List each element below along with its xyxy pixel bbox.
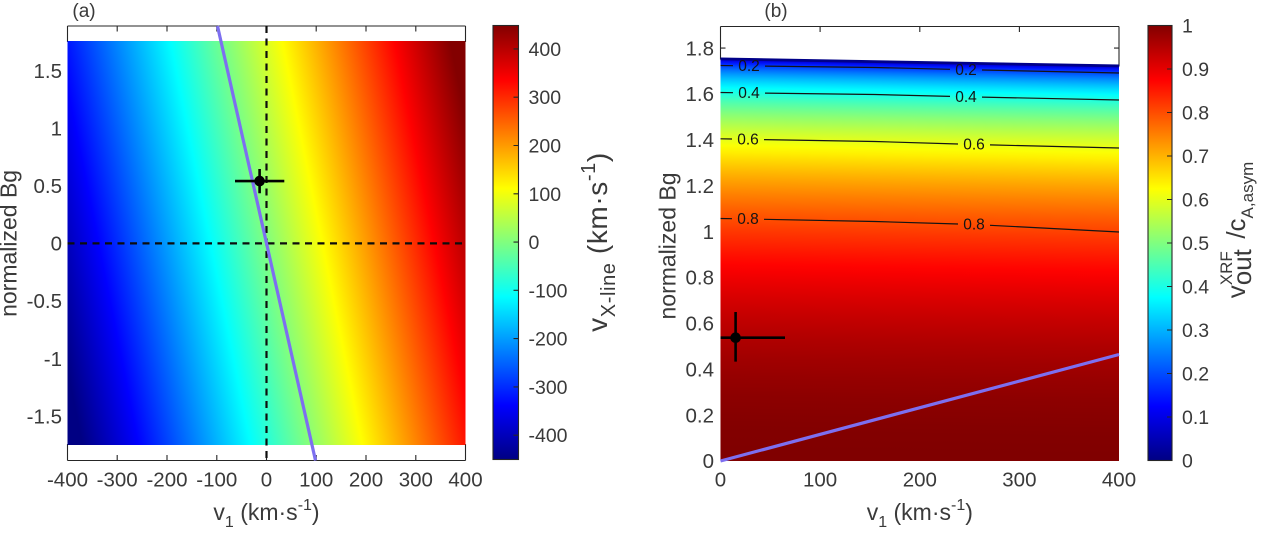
svg-text:-200: -200 xyxy=(146,469,187,492)
svg-text:(b): (b) xyxy=(764,1,787,22)
svg-text:1.6: 1.6 xyxy=(686,83,715,106)
svg-text:200: 200 xyxy=(903,469,937,492)
svg-text:-1: -1 xyxy=(44,348,62,371)
svg-text:(a): (a) xyxy=(72,1,95,22)
svg-text:0.2: 0.2 xyxy=(738,58,760,75)
svg-text:400: 400 xyxy=(1102,469,1136,492)
svg-text:0.4: 0.4 xyxy=(686,358,715,381)
svg-text:0: 0 xyxy=(261,469,272,492)
svg-text:0.6: 0.6 xyxy=(963,137,985,154)
svg-text:0.8: 0.8 xyxy=(1182,103,1209,125)
svg-text:0: 0 xyxy=(715,469,726,492)
svg-text:-400: -400 xyxy=(529,425,568,447)
svg-text:1: 1 xyxy=(703,221,714,244)
svg-text:0.8: 0.8 xyxy=(686,267,715,290)
svg-text:0.8: 0.8 xyxy=(737,211,759,228)
svg-text:-0.5: -0.5 xyxy=(27,290,62,313)
svg-text:200: 200 xyxy=(529,136,562,158)
svg-text:-100: -100 xyxy=(196,469,237,492)
svg-text:1: 1 xyxy=(51,117,62,140)
svg-text:0.2: 0.2 xyxy=(686,404,715,427)
svg-text:0.4: 0.4 xyxy=(955,89,977,106)
svg-text:0.6: 0.6 xyxy=(686,313,715,336)
svg-text:1.2: 1.2 xyxy=(686,175,715,198)
svg-text:100: 100 xyxy=(529,184,562,206)
svg-text:0.6: 0.6 xyxy=(737,132,759,149)
svg-text:300: 300 xyxy=(1002,469,1036,492)
svg-text:-1.5: -1.5 xyxy=(27,405,62,428)
svg-text:0: 0 xyxy=(529,232,540,254)
svg-text:1: 1 xyxy=(1182,16,1193,38)
svg-text:0.8: 0.8 xyxy=(963,217,985,234)
svg-text:0: 0 xyxy=(703,450,714,473)
svg-text:0: 0 xyxy=(1182,451,1193,473)
svg-text:200: 200 xyxy=(349,469,383,492)
svg-text:400: 400 xyxy=(529,39,562,61)
svg-text:0.5: 0.5 xyxy=(1182,233,1209,255)
svg-text:0.9: 0.9 xyxy=(1182,59,1209,81)
svg-text:-300: -300 xyxy=(97,469,138,492)
svg-text:0.6: 0.6 xyxy=(1182,190,1209,212)
svg-text:0.4: 0.4 xyxy=(1182,277,1209,299)
svg-text:300: 300 xyxy=(399,469,433,492)
svg-text:0.5: 0.5 xyxy=(34,175,63,198)
svg-text:400: 400 xyxy=(448,469,482,492)
svg-text:0.2: 0.2 xyxy=(1182,364,1209,386)
svg-text:100: 100 xyxy=(803,469,837,492)
svg-text:0: 0 xyxy=(51,233,62,256)
svg-text:100: 100 xyxy=(299,469,333,492)
svg-text:0.3: 0.3 xyxy=(1182,320,1209,342)
svg-text:1.8: 1.8 xyxy=(686,37,715,60)
svg-text:0.4: 0.4 xyxy=(738,85,760,102)
svg-text:-400: -400 xyxy=(47,469,88,492)
svg-text:-300: -300 xyxy=(529,377,568,399)
svg-text:0.7: 0.7 xyxy=(1182,146,1209,168)
svg-text:0.1: 0.1 xyxy=(1182,407,1209,429)
svg-text:-100: -100 xyxy=(529,280,568,302)
svg-text:normalized Bg: normalized Bg xyxy=(655,172,681,319)
svg-text:normalized Bg: normalized Bg xyxy=(0,170,22,317)
svg-text:1.4: 1.4 xyxy=(686,129,715,152)
svg-text:-200: -200 xyxy=(529,329,568,351)
svg-text:300: 300 xyxy=(529,87,562,109)
svg-text:0.2: 0.2 xyxy=(955,62,977,79)
svg-text:1.5: 1.5 xyxy=(34,60,63,83)
